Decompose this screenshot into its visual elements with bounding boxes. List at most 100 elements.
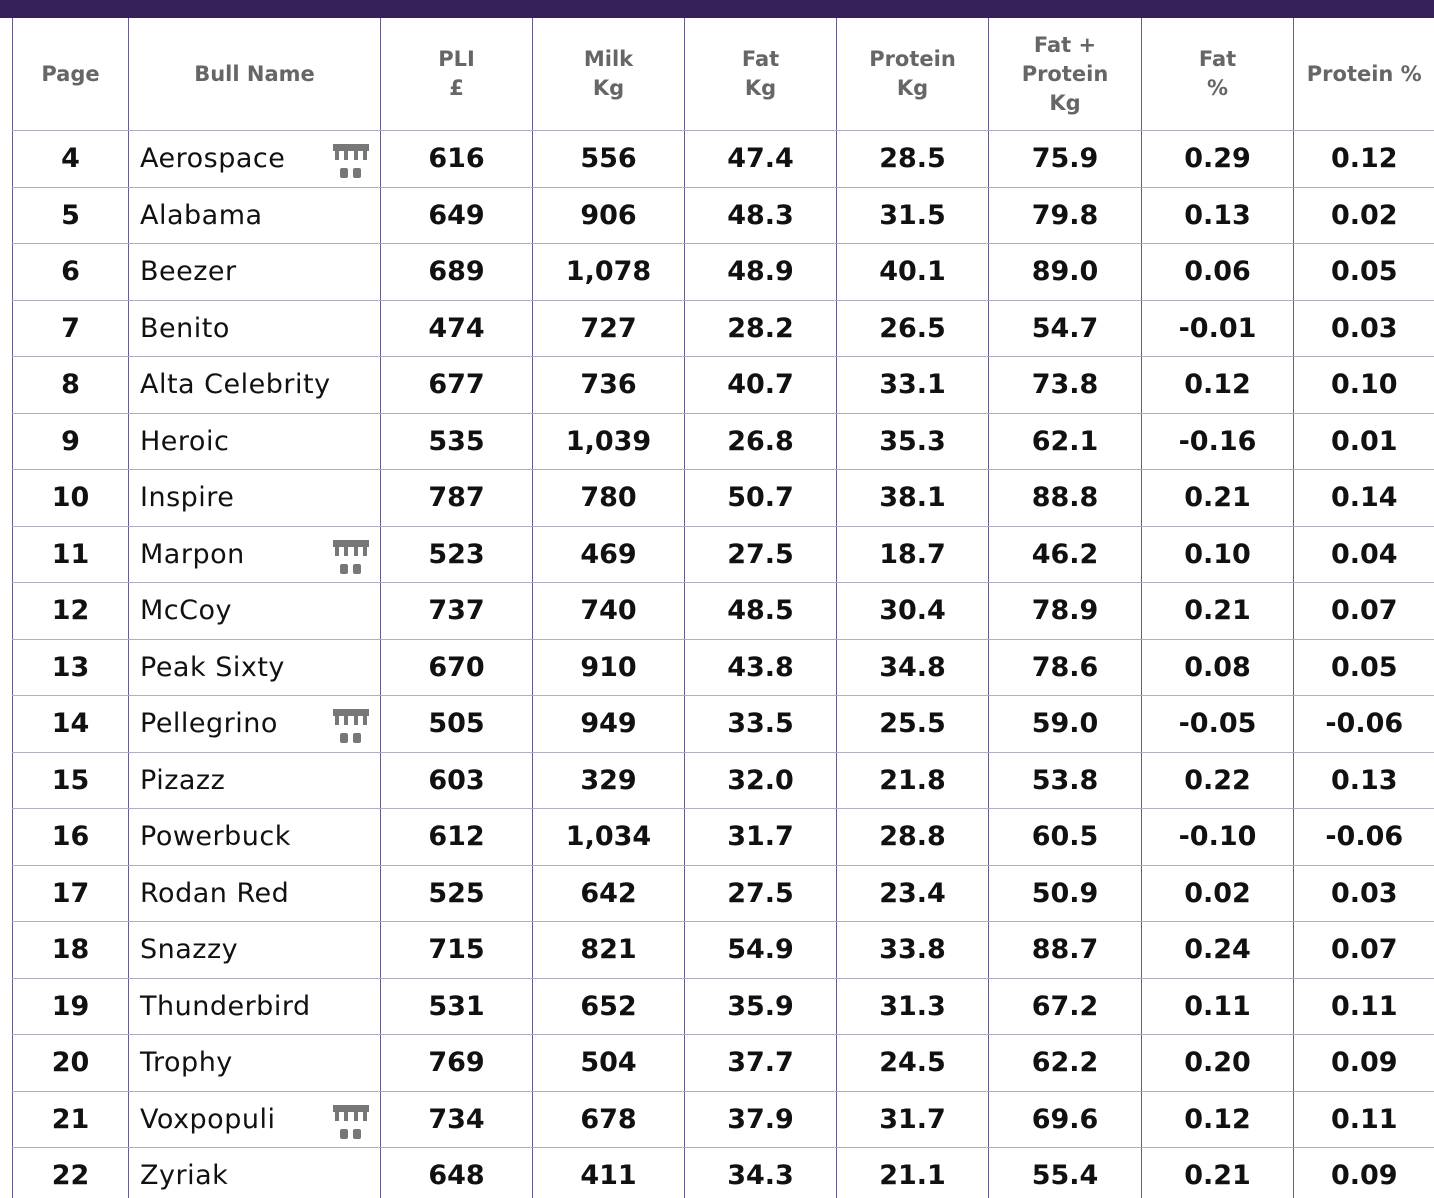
value-cell: 48.3 xyxy=(684,187,837,244)
value-cell: -0.16 xyxy=(1141,413,1294,470)
column-header: Fat% xyxy=(1141,18,1294,131)
header-line: Protein % xyxy=(1306,61,1422,86)
table-row: 20 Trophy 769 504 37.7 24.5 62.2 0.20 0.09 xyxy=(12,1034,1434,1092)
value-cell: 33.1 xyxy=(836,356,989,414)
value-cell: 54.7 xyxy=(988,300,1142,357)
table-row: 7 Benito 474 727 28.2 26.5 54.7 -0.01 0.03 xyxy=(12,300,1434,357)
page-cell: 17 xyxy=(12,865,129,922)
value-cell: 649 xyxy=(380,187,533,244)
value-cell: 31.3 xyxy=(836,978,989,1035)
value-cell: 0.21 xyxy=(1141,469,1294,527)
value-cell: 0.06 xyxy=(1141,243,1294,301)
page-cell: 10 xyxy=(12,469,129,527)
value-cell: 821 xyxy=(532,921,685,979)
table-row: 4 Aerospace 616 556 47.4 28.5 75.9 0.29 0.12 xyxy=(12,130,1434,188)
name-cell: McCoy xyxy=(128,582,381,640)
robot-icon xyxy=(333,144,369,178)
table-row: 10 Inspire 787 780 50.7 38.1 88.8 0.21 0.14 xyxy=(12,469,1434,527)
name-cell: Beezer xyxy=(128,243,381,301)
header-line: % xyxy=(1206,76,1229,100)
value-cell: 737 xyxy=(380,582,533,640)
value-cell: 0.12 xyxy=(1141,1091,1294,1148)
value-cell: 469 xyxy=(532,526,685,583)
table-row: 6 Beezer 689 1,078 48.9 40.1 89.0 0.06 0.05 xyxy=(12,243,1434,301)
value-cell: 38.1 xyxy=(836,469,989,527)
value-cell: 531 xyxy=(380,978,533,1035)
page-cell: 4 xyxy=(12,130,129,188)
value-cell: 603 xyxy=(380,752,533,809)
value-cell: 0.11 xyxy=(1293,978,1434,1035)
column-header: Milk Kg xyxy=(532,18,685,131)
value-cell: 648 xyxy=(380,1147,533,1198)
value-cell: 37.9 xyxy=(684,1091,837,1148)
value-cell: -0.01 xyxy=(1141,300,1294,357)
value-cell: 0.12 xyxy=(1141,356,1294,414)
value-cell: 31.7 xyxy=(684,808,837,866)
name-cell: Thunderbird xyxy=(128,978,381,1035)
table-row: 16 Powerbuck 612 1,034 31.7 28.8 60.5 -0.10 -0.0… xyxy=(12,808,1434,866)
value-cell: 505 xyxy=(380,695,533,753)
column-header: Fat Kg xyxy=(684,18,837,131)
value-cell: 1,034 xyxy=(532,808,685,866)
table-row: 18 Snazzy 715 821 54.9 33.8 88.7 0.24 0.07 xyxy=(12,921,1434,979)
value-cell: 0.02 xyxy=(1141,865,1294,922)
value-cell: -0.10 xyxy=(1141,808,1294,866)
value-cell: 616 xyxy=(380,130,533,188)
name-cell: Heroic xyxy=(128,413,381,470)
page-cell: 20 xyxy=(12,1034,129,1092)
header-line: Kg xyxy=(1049,90,1081,115)
value-cell: 26.5 xyxy=(836,300,989,357)
value-cell: 411 xyxy=(532,1147,685,1198)
value-cell: 535 xyxy=(380,413,533,470)
value-cell: 0.29 xyxy=(1141,130,1294,188)
page-cell: 6 xyxy=(12,243,129,301)
value-cell: 0.05 xyxy=(1293,639,1434,696)
value-cell: 727 xyxy=(532,300,685,357)
value-cell: 736 xyxy=(532,356,685,414)
name-cell: Inspire xyxy=(128,469,381,527)
value-cell: 556 xyxy=(532,130,685,188)
name-cell: Pizazz xyxy=(128,752,381,809)
header-line: Protein xyxy=(1021,61,1109,86)
table-body: 4 Aerospace 616 556 47.4 28.5 75.9 0.29 0.12 5 Ala… xyxy=(12,130,1434,1198)
value-cell: 0.07 xyxy=(1293,921,1434,979)
value-cell: 88.7 xyxy=(988,921,1142,979)
value-cell: 53.8 xyxy=(988,752,1142,809)
name-cell: Benito xyxy=(128,300,381,357)
value-cell: 18.7 xyxy=(836,526,989,583)
value-cell: 0.07 xyxy=(1293,582,1434,640)
name-cell: Voxpopuli xyxy=(128,1091,381,1148)
table-row: 8 Alta Celebrity 677 736 40.7 33.1 73.8 0.12 0.1… xyxy=(12,356,1434,414)
value-cell: 73.8 xyxy=(988,356,1142,414)
name-cell: Snazzy xyxy=(128,921,381,979)
header-line: Kg xyxy=(896,76,929,100)
value-cell: 0.09 xyxy=(1293,1034,1434,1092)
value-cell: 79.8 xyxy=(988,187,1142,244)
value-cell: 474 xyxy=(380,300,533,357)
table-row: 21 Voxpopuli 734 678 37.9 31.7 69.6 0.12 0.11 xyxy=(12,1091,1434,1148)
header-row: Page Bull Name PLI £ Milk Kg Fat Kg Protein Kg Fat… xyxy=(12,18,1434,131)
value-cell: 75.9 xyxy=(988,130,1142,188)
column-header: Protein % xyxy=(1293,18,1434,131)
value-cell: 740 xyxy=(532,582,685,640)
value-cell: 50.7 xyxy=(684,469,837,527)
value-cell: 910 xyxy=(532,639,685,696)
value-cell: 787 xyxy=(380,469,533,527)
table-row: 13 Peak Sixty 670 910 43.8 34.8 78.6 0.08 0.05 xyxy=(12,639,1434,696)
value-cell: 0.22 xyxy=(1141,752,1294,809)
value-cell: 43.8 xyxy=(684,639,837,696)
value-cell: 734 xyxy=(380,1091,533,1148)
header-line: Protein xyxy=(869,47,956,71)
robot-icon xyxy=(333,1104,369,1139)
column-header: Fat + Protein Kg xyxy=(988,18,1142,131)
name-cell: Alabama xyxy=(128,187,381,244)
value-cell: 78.9 xyxy=(988,582,1142,640)
value-cell: 329 xyxy=(532,752,685,809)
page-cell: 12 xyxy=(12,582,129,640)
header-line: Bull Name xyxy=(194,61,315,86)
value-cell: 54.9 xyxy=(684,921,837,979)
robot-icon xyxy=(333,709,369,743)
value-cell: 670 xyxy=(380,639,533,696)
value-cell: 0.04 xyxy=(1293,526,1434,583)
value-cell: 0.24 xyxy=(1141,921,1294,979)
